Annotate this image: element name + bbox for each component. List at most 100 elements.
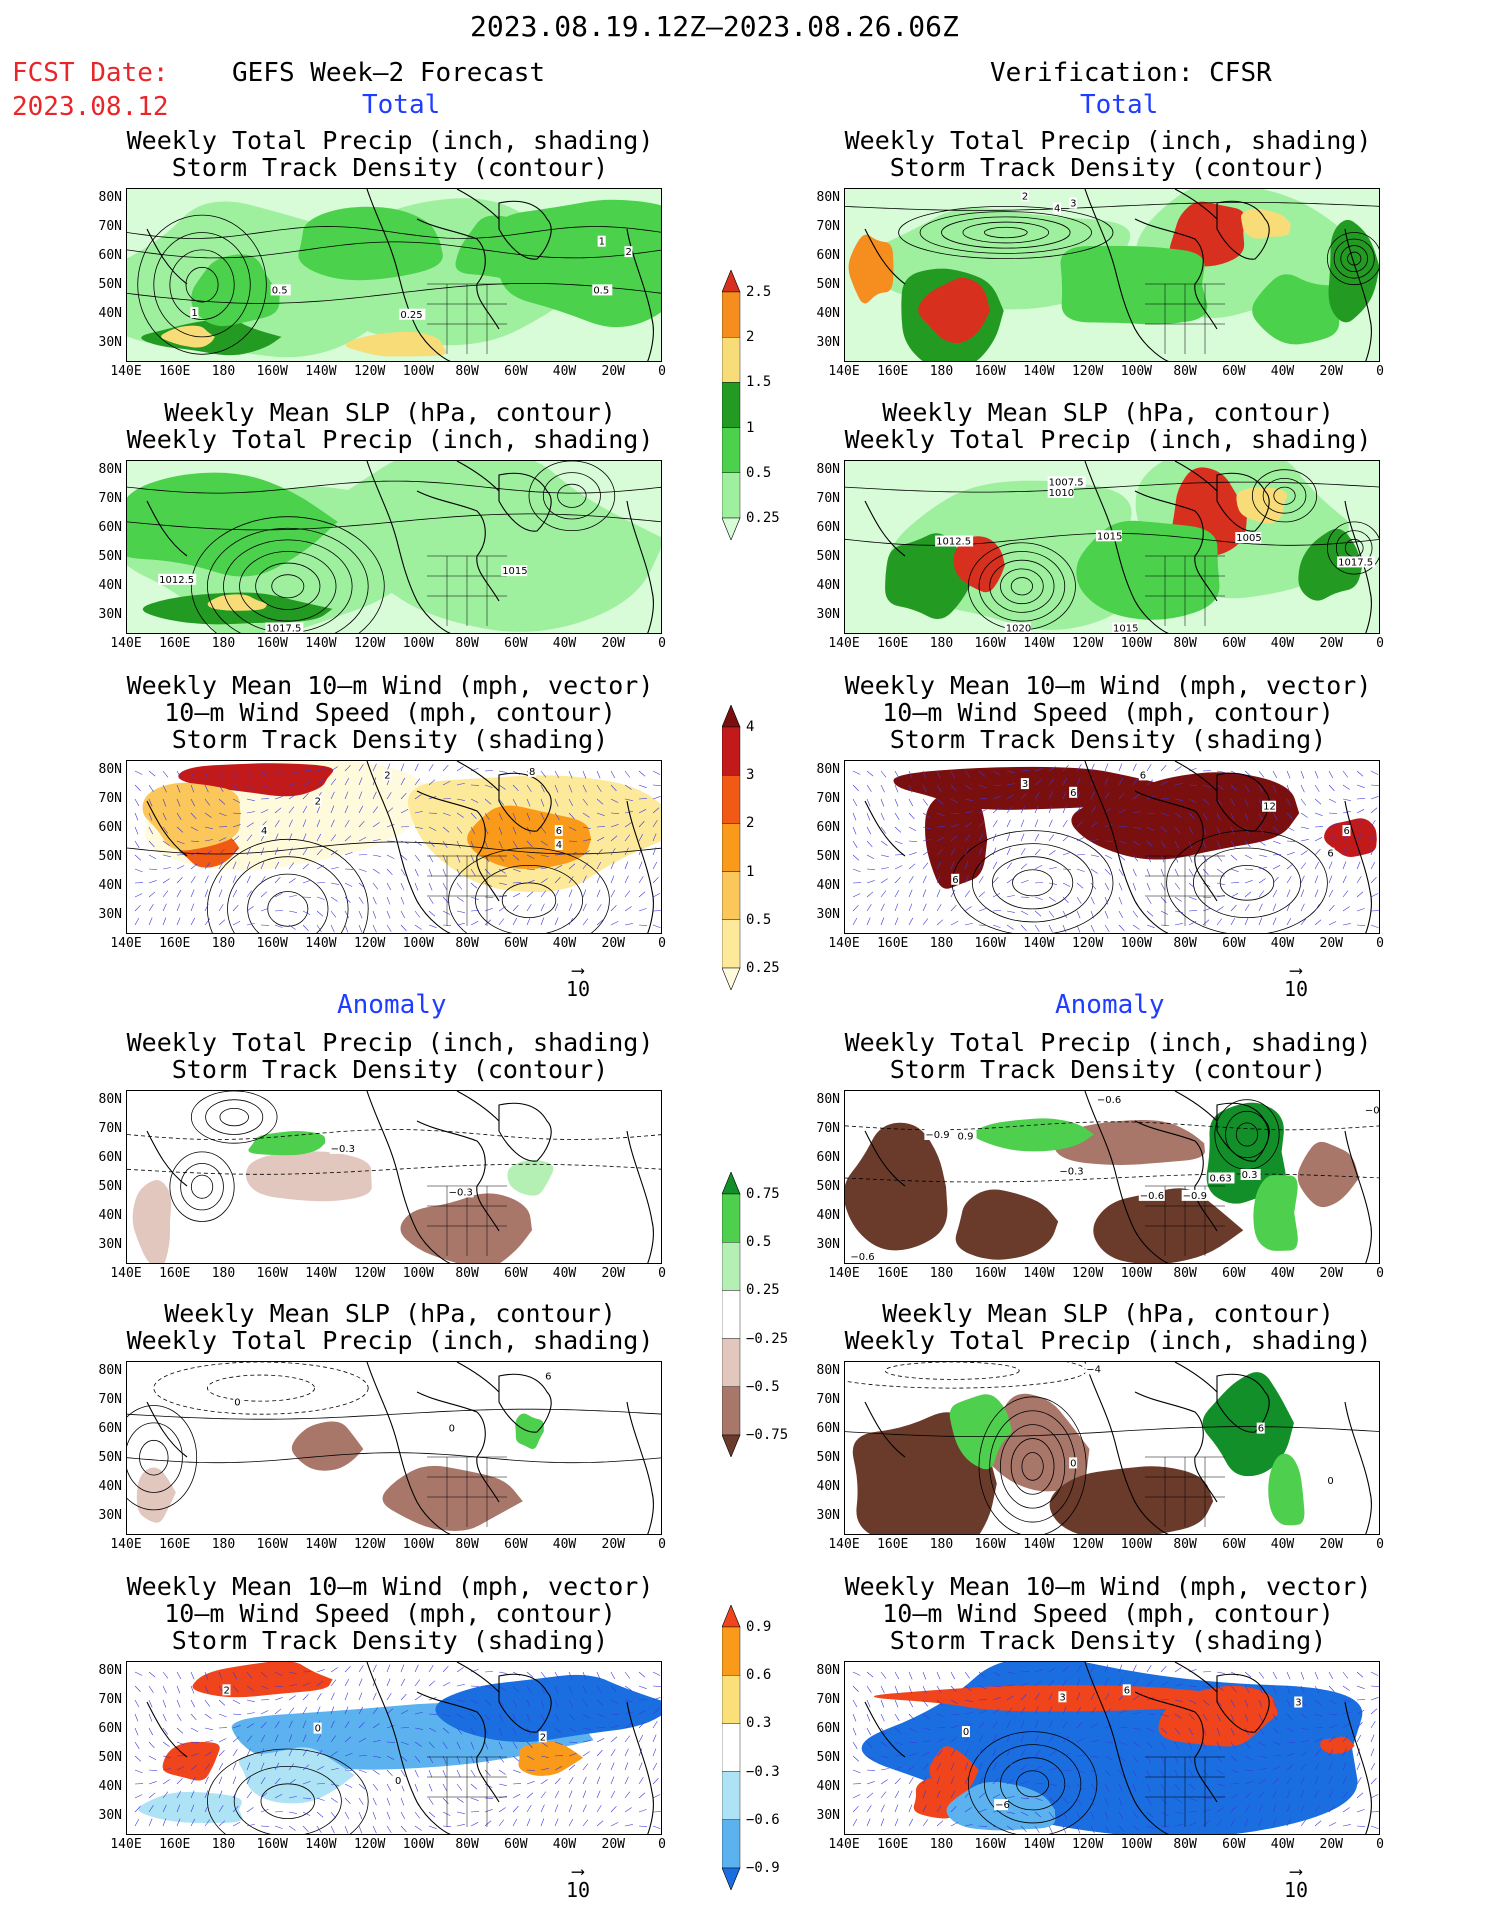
wind-vector <box>1328 1725 1337 1729</box>
wind-vector <box>134 1671 143 1676</box>
contour-label: 6 <box>1343 826 1349 837</box>
section-anomaly-right: Anomaly <box>1055 990 1165 1020</box>
wind-vector <box>162 1818 167 1827</box>
wind-vector <box>1216 906 1224 912</box>
wind-vector <box>624 875 629 884</box>
wind-vector <box>358 837 367 842</box>
coastline <box>1084 1091 1170 1263</box>
shading-blob <box>162 1741 220 1781</box>
lon-tick-label: 140E <box>828 936 860 951</box>
wind-vector <box>134 917 140 926</box>
colorbar-swatch <box>721 1674 741 1724</box>
wind-vector <box>134 904 141 912</box>
wind-vector <box>880 1804 885 1813</box>
state-borders <box>427 1756 507 1827</box>
wind-vector <box>358 805 364 814</box>
contour-line <box>169 249 235 320</box>
wind-vector <box>456 826 463 834</box>
contour-line <box>941 216 1071 249</box>
colorbar-label: 0.9 <box>746 1619 772 1635</box>
wind-vector <box>1328 812 1338 814</box>
contour-label-bg <box>956 1130 977 1142</box>
wind-vector <box>330 1811 337 1819</box>
wind-vector <box>852 1671 861 1676</box>
wind-vector <box>936 904 942 912</box>
wind-vector <box>1034 896 1043 900</box>
wind-vector <box>260 1762 265 1771</box>
wind-vector <box>964 1762 969 1771</box>
wind-vector <box>992 1671 1001 1677</box>
wind-vector <box>540 1768 549 1771</box>
contour-label-bg <box>233 1396 242 1408</box>
wind-vector <box>372 1664 377 1673</box>
wind-vector <box>302 805 308 814</box>
wind-vector <box>1034 779 1042 786</box>
wind-vector <box>964 906 972 912</box>
contour-label: 0 <box>315 1724 321 1735</box>
wind-vector <box>992 1825 1001 1829</box>
shading-blob <box>1324 818 1377 857</box>
map-gefs-total-slp: 1012.5 1015 1017.5 <box>126 460 662 634</box>
wind-vector <box>1090 924 1095 933</box>
wind-vector <box>414 868 419 877</box>
wind-vector <box>204 770 209 779</box>
wind-vector <box>316 1669 325 1673</box>
wind-vector <box>218 1820 226 1827</box>
wind-vector <box>358 777 363 786</box>
contour-line <box>127 1129 661 1140</box>
wind-vector <box>414 1664 419 1673</box>
wind-vector <box>1258 1818 1263 1827</box>
wind-vector <box>1188 896 1197 900</box>
wind-vector <box>358 882 366 889</box>
wind-vector <box>908 840 917 843</box>
shading-blob <box>298 206 443 281</box>
wind-vector <box>1174 798 1183 801</box>
wind-vector <box>414 778 421 786</box>
lat-tick-label: 60N <box>816 1421 840 1436</box>
wind-vector <box>148 812 153 821</box>
wind-vector <box>330 1735 337 1743</box>
wind-vector <box>204 862 211 870</box>
colorbar-label: 0.5 <box>746 464 772 481</box>
wind-vector <box>442 781 451 786</box>
contour-line <box>1273 486 1296 505</box>
lat-tick-label: 30N <box>98 1808 122 1823</box>
coastline <box>1344 1701 1372 1834</box>
wind-vector <box>540 1713 545 1722</box>
wind-vector <box>568 798 574 807</box>
wind-vector <box>1314 1749 1321 1757</box>
panel-title-cfsr-total-slp: Weekly Mean SLP (hPa, contour) Weekly To… <box>844 398 1372 454</box>
wind-vector <box>1342 1807 1350 1813</box>
lon-tick-label: 120W <box>1071 1837 1104 1852</box>
coastline <box>864 1701 906 1758</box>
wind-vector <box>274 784 283 787</box>
wind-vector <box>386 854 395 859</box>
contour-label: 2 <box>315 797 321 808</box>
wind-vector <box>992 910 1001 912</box>
wind-vector <box>204 1751 212 1757</box>
colorbar-swatch <box>721 726 741 776</box>
wind-vector <box>1300 1776 1305 1785</box>
wind-vector <box>1342 890 1349 898</box>
wind-vector <box>316 1706 321 1715</box>
wind-vector <box>512 826 517 835</box>
wind-vector <box>992 1721 998 1729</box>
contour-line <box>978 1396 1087 1534</box>
wind-vector <box>624 1824 633 1827</box>
contour-label: 2 <box>1022 191 1028 202</box>
wind-vector <box>302 1682 311 1687</box>
lon-tick-label: 80W <box>455 1537 479 1552</box>
wind-vector <box>624 1685 632 1691</box>
wind-vector <box>526 1685 532 1693</box>
wind-vector <box>162 1779 170 1785</box>
wind-vector <box>442 1682 451 1687</box>
contour-label-bg <box>1069 1457 1078 1469</box>
wind-vector <box>1356 1671 1364 1678</box>
contour-label: 0.9 <box>958 1132 974 1143</box>
wind-vector <box>596 784 602 792</box>
lat-tick-label: 30N <box>816 1808 840 1823</box>
wind-vector <box>1104 1825 1110 1833</box>
wind-vector <box>936 837 945 842</box>
wind-vector <box>148 1769 157 1772</box>
